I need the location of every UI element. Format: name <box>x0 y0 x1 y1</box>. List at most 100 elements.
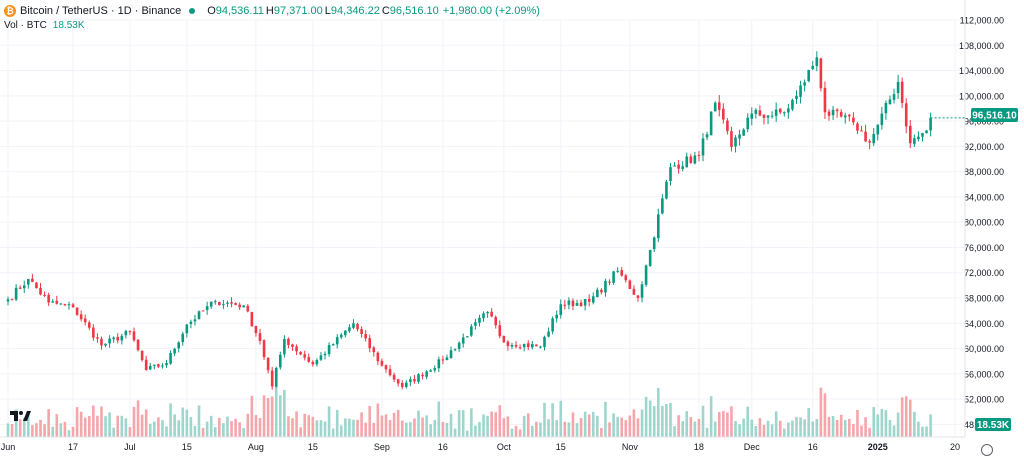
volume-bar <box>807 407 810 437</box>
candle-body <box>307 357 311 362</box>
candle-body <box>405 382 408 387</box>
volume-bar <box>87 415 91 437</box>
volume-bar <box>27 414 30 437</box>
candle-body <box>738 134 741 139</box>
volume-bar <box>884 410 888 437</box>
volume-bar <box>925 426 928 437</box>
volume-bar <box>782 428 786 437</box>
candle-body <box>18 287 22 289</box>
candle-body <box>474 322 477 326</box>
volume-bar <box>201 427 205 437</box>
volume-bar <box>506 416 510 437</box>
settings-gear-icon[interactable] <box>981 444 993 456</box>
candle-body <box>502 335 506 343</box>
volume-bar <box>494 412 498 437</box>
candle-body <box>75 307 79 315</box>
volume-bar <box>713 421 717 437</box>
candle-body <box>348 327 351 332</box>
candle-body <box>669 167 672 182</box>
candle-body <box>506 341 510 347</box>
date-tick-label: Jun <box>1 442 16 452</box>
candle-body <box>815 57 819 67</box>
candle-body <box>108 338 111 344</box>
candle-body <box>510 344 514 347</box>
candle-body <box>457 342 461 349</box>
candle-body <box>896 81 900 94</box>
volume-label: Vol · BTC <box>4 20 47 31</box>
price-tick-label: 112,000.00 <box>960 16 1004 26</box>
volume-bar <box>490 411 493 437</box>
price-tick-label: 84,000.00 <box>964 192 1004 202</box>
tradingview-logo-icon[interactable] <box>9 409 31 423</box>
volume-bar <box>681 421 684 437</box>
volume-bar <box>205 421 209 437</box>
volume-legend[interactable]: Vol · BTC 18.53K <box>4 20 85 31</box>
date-tick-label: Sep <box>374 442 390 452</box>
volume-badge-label: 18.53K <box>977 420 1010 431</box>
time-axis[interactable]: Jun 17 Jul 15 Aug 15 Sep 16 Oct 15 Nov 18 Dec 16 2025 2… <box>0 436 965 452</box>
candle-body <box>624 275 628 281</box>
high-value: 97,371.00 <box>273 5 323 17</box>
volume-bar <box>384 414 388 437</box>
market-status-dot <box>189 8 196 14</box>
candle-body <box>746 117 750 130</box>
volume-bar <box>92 405 95 437</box>
volume-bar <box>677 415 680 437</box>
candle-body <box>83 318 87 323</box>
candle-body <box>43 294 46 296</box>
price-tick-label: 60,000.00 <box>964 344 1004 354</box>
volume-bar <box>291 418 294 437</box>
candle-body <box>352 323 355 328</box>
candle-body <box>490 311 493 317</box>
volume-bar <box>67 430 71 437</box>
candle-body <box>929 117 932 131</box>
volume-bar <box>852 423 855 437</box>
volume-bar <box>652 406 656 437</box>
volume-bar <box>35 423 38 437</box>
candle-body <box>640 284 644 298</box>
price-axis[interactable]: 48,000.0052,000.0056,000.0060,000.0064,0… <box>959 0 1004 437</box>
price-tick-label: 108,000.00 <box>959 41 1004 51</box>
candle-body <box>96 337 99 339</box>
volume-bar <box>917 421 920 437</box>
candle-body <box>270 370 274 387</box>
volume-bar <box>717 412 721 437</box>
candle-body <box>201 310 205 312</box>
volume-bar <box>908 399 912 437</box>
candle-body <box>181 333 185 343</box>
candle-body <box>47 294 50 303</box>
volume-bar <box>234 418 237 437</box>
candle-body <box>157 364 160 367</box>
candle-body <box>470 326 473 336</box>
symbol-legend[interactable]: ₿ Bitcoin / TetherUS · 1D · Binance O 94,… <box>4 3 540 19</box>
candle-body <box>600 289 603 293</box>
candle-body <box>823 87 827 113</box>
candle-body <box>734 137 737 147</box>
volume-bar <box>762 424 766 437</box>
candlesticks[interactable] <box>6 51 965 390</box>
candle-body <box>234 303 237 305</box>
candle-body <box>839 111 843 117</box>
volume-bar <box>22 417 26 437</box>
volume-bar <box>608 422 611 437</box>
candle-body <box>791 99 794 110</box>
candle-body <box>921 133 924 137</box>
price-tick-label: 64,000.00 <box>964 319 1004 329</box>
volume-bar <box>104 416 107 437</box>
candle-body <box>360 329 363 335</box>
candle-body <box>213 301 217 303</box>
date-tick-label: 20 <box>950 442 960 452</box>
volume-bar <box>43 424 46 437</box>
volume-bar <box>51 426 55 437</box>
symbol-title[interactable]: Bitcoin / TetherUS · 1D · Binance <box>20 5 182 17</box>
candle-body <box>140 350 144 361</box>
volume-bar <box>644 396 648 437</box>
volume-bar <box>327 406 331 437</box>
candle-body <box>486 311 489 314</box>
low-key: L <box>324 5 331 17</box>
volume-bar <box>409 422 412 437</box>
candle-body <box>39 287 42 295</box>
volume-bar <box>218 417 221 437</box>
volume-bar <box>596 415 599 437</box>
